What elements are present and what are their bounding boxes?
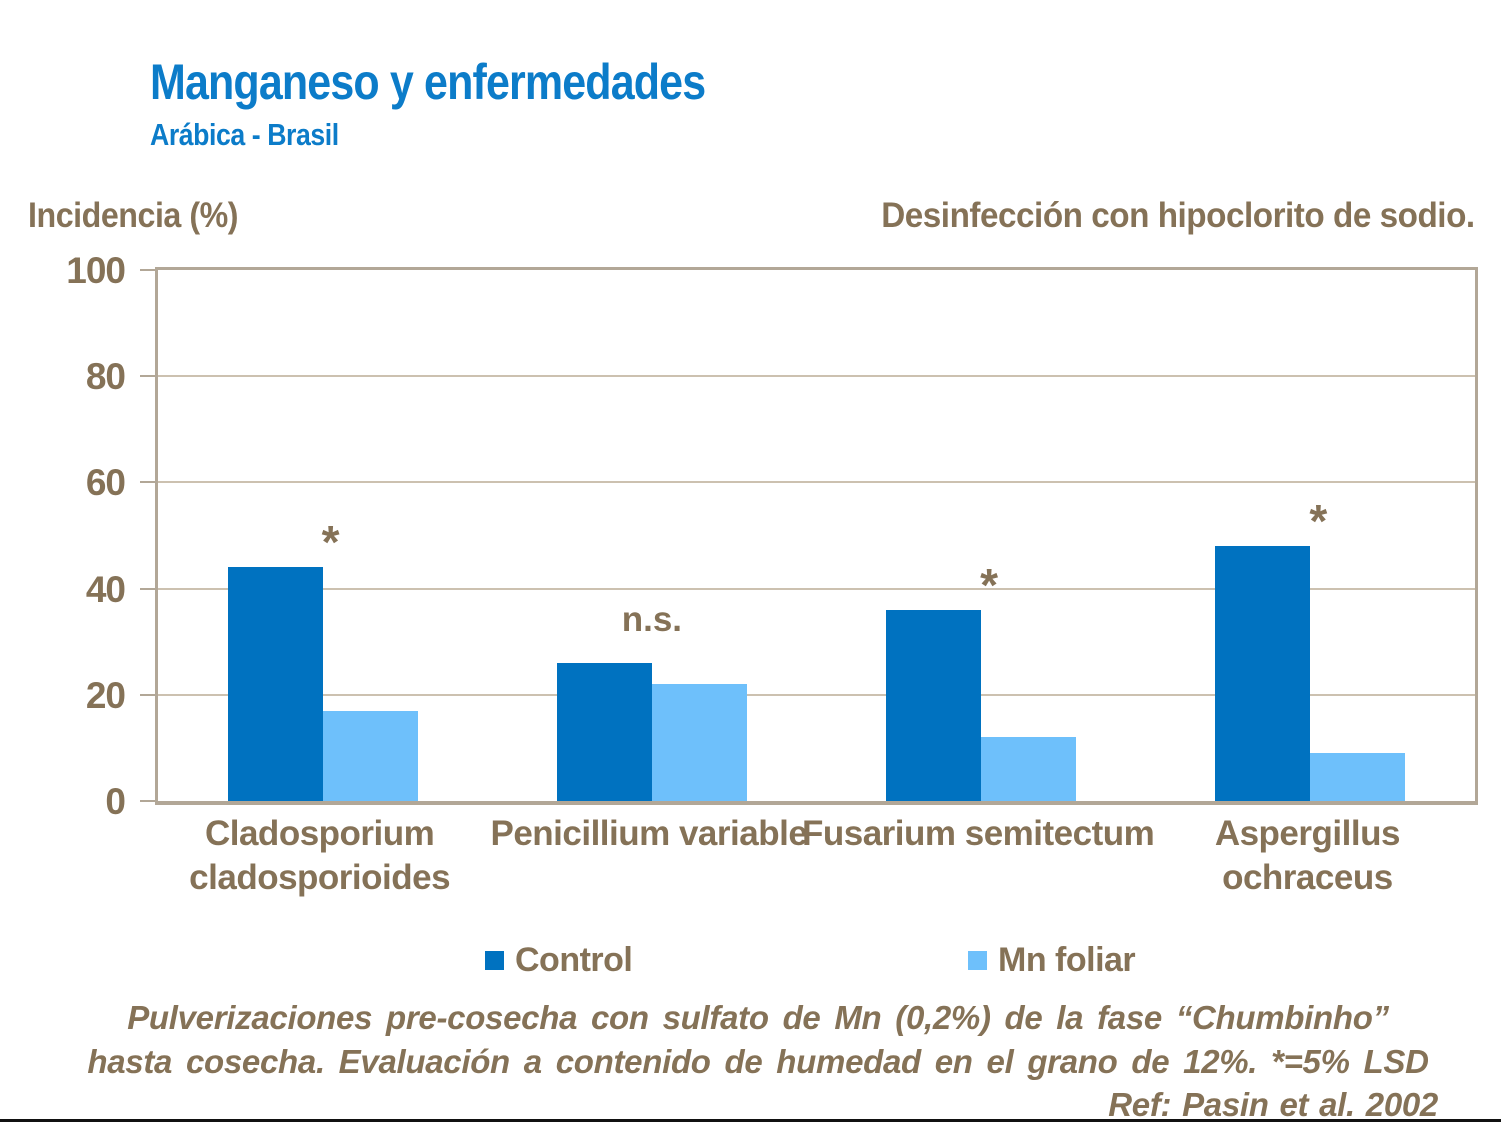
y-tick-label-40: 40: [85, 568, 126, 610]
y-tick-label-20: 20: [85, 674, 126, 716]
bar-control-3: [1215, 546, 1311, 801]
bottom-divider: [0, 1119, 1501, 1122]
legend-item-mn-foliar: Mn foliar: [968, 941, 1136, 980]
bar-mn-foliar-3: [1310, 753, 1406, 801]
legend-swatch-1: [968, 951, 987, 970]
legend-label-1: Mn foliar: [998, 941, 1136, 979]
bar-control-0: [227, 567, 323, 801]
plot-area: 0 20 40 60 80 100 * n.s. * *: [66, 252, 1478, 820]
gridline-80: [158, 375, 1475, 378]
significance-annotation-0: *: [321, 516, 340, 569]
significance-annotation-3: *: [1309, 495, 1328, 548]
y-tick-100: [140, 269, 155, 271]
gridline-60: [158, 481, 1475, 484]
y-tick-label-100: 100: [66, 250, 126, 291]
y-tick-80: [140, 375, 155, 378]
y-axis-label: Incidencia (%): [28, 196, 239, 235]
category-label-1: Penicillium variable: [490, 814, 808, 853]
category-label-2: Fusarium semitectum: [801, 814, 1155, 853]
legend-item-control: Control: [485, 941, 633, 980]
gridline-40: [158, 587, 1475, 590]
treatment-note: Desinfección con hipoclorito de sodio.: [881, 196, 1476, 235]
y-tick-20: [140, 693, 155, 696]
page-subtitle: Arábica - Brasil: [150, 116, 339, 152]
footnote-line-2: hasta cosecha. Evaluación a contenido de…: [87, 1042, 1429, 1080]
legend-swatch-0: [485, 951, 504, 970]
bar-control-2: [886, 609, 982, 801]
title-block: Manganeso y enfermedades Arábica - Brasi…: [150, 54, 706, 153]
bar-mn-foliar-2: [981, 737, 1077, 801]
significance-annotation-1: n.s.: [621, 599, 683, 639]
legend-label-0: Control: [515, 941, 633, 979]
page-title: Manganeso y enfermedades: [150, 54, 706, 110]
y-tick-40: [140, 587, 155, 590]
bar-control-1: [556, 662, 652, 801]
gridline-20: [158, 693, 1475, 696]
footnote-line-1: Pulverizaciones pre-cosecha con sulfato …: [127, 999, 1389, 1036]
bar-mn-foliar-0: [322, 710, 418, 801]
bar-mn-foliar-1: [651, 684, 747, 801]
footnote-block: Pulverizaciones pre-cosecha con sulfato …: [66, 996, 1450, 1126]
y-tick-label-80: 80: [85, 356, 126, 398]
y-tick-0: [140, 800, 155, 802]
y-tick-label-60: 60: [85, 462, 126, 504]
category-label-0: Cladosporium cladosporioides: [189, 814, 451, 897]
y-tick-label-0: 0: [105, 781, 126, 822]
y-tick-60: [140, 481, 155, 484]
significance-annotation-2: *: [980, 558, 999, 611]
category-label-3: Aspergillus ochraceus: [1214, 814, 1401, 897]
reference-text: Ref: Pasin et al. 2002: [1108, 1086, 1438, 1124]
